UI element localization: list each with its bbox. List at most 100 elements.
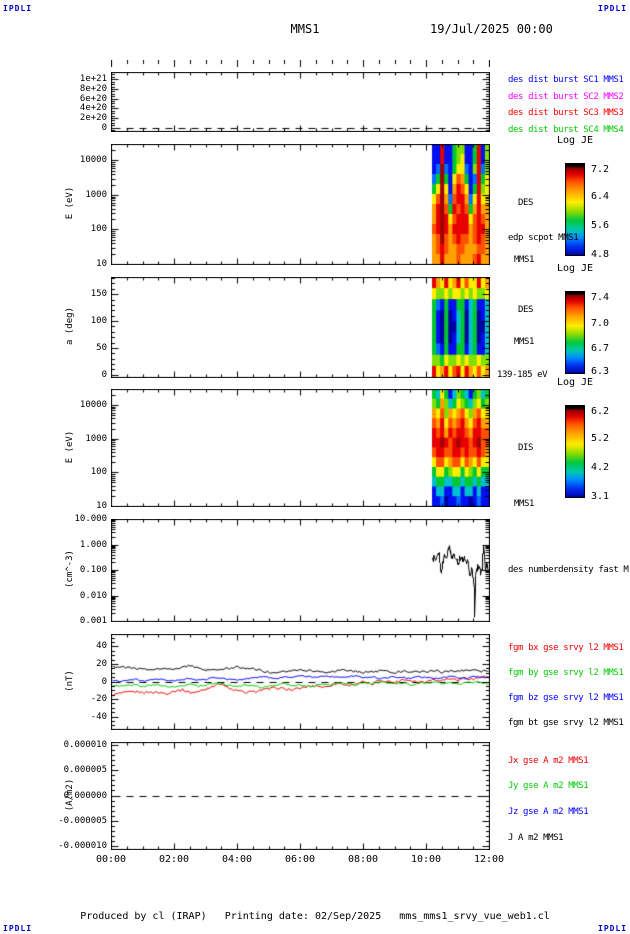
y-tick-label: -0.000005 (58, 816, 107, 826)
y-tick-label: -20 (90, 694, 107, 704)
y-tick-label: 1000 (85, 434, 107, 444)
y-tick-label: 0.000010 (63, 740, 107, 750)
y-tick-label: 10.000 (74, 514, 107, 524)
y-tick-label: 0.000000 (63, 791, 107, 801)
footer-produced: Produced by cl (IRAP) (80, 911, 207, 922)
y-tick-label: 10 (96, 259, 107, 269)
ipdli-logo-top-right: IPDLI (598, 4, 628, 13)
spacecraft-title: MMS1 (290, 22, 320, 36)
y-tick-label: 0.100 (79, 565, 107, 575)
y-tick-label: 20 (96, 659, 107, 669)
colorbar-tick-label: 7.2 (591, 163, 610, 175)
y-tick-label: 10 (96, 501, 107, 511)
series-label: MMS1 (514, 499, 535, 510)
series-label: DIS (518, 442, 534, 453)
y-axis-title: E (eV) (65, 430, 75, 463)
y-axis-title: (cm^-3) (65, 550, 75, 588)
panel-p5-plot (111, 519, 490, 622)
x-axis-tick-label: 04:00 (221, 854, 253, 865)
series-label: fgm bz gse srvy l2 MMS1 (508, 692, 624, 703)
y-tick-label: 0.000005 (63, 765, 107, 775)
y-tick-label: 100 (90, 467, 107, 477)
ipdli-logo-top-left: IPDLI (3, 4, 33, 13)
footer-filename: mms_mms1_srvy_vue_web1.cl (399, 911, 550, 922)
y-tick-label: -40 (90, 712, 107, 722)
colorbar-title: Log JE (556, 135, 594, 146)
series-label: Jx gse A m2 MMS1 (508, 755, 589, 766)
series-label: J A m2 MMS1 (508, 833, 564, 844)
y-tick-label: 0 (101, 123, 107, 133)
series-label: des dist burst SC1 MMS1 (508, 75, 624, 86)
colorbar-p2 (565, 163, 585, 256)
series-label: 139-185 eV (497, 370, 548, 380)
x-axis-tick-label: 00:00 (95, 854, 127, 865)
x-axis-tick-label: 12:00 (473, 854, 505, 865)
colorbar-tick-label: 5.6 (591, 220, 610, 232)
y-tick-label: -0.000010 (58, 841, 107, 851)
y-tick-label: 8e+20 (79, 84, 107, 94)
y-tick-label: 0.010 (79, 591, 107, 601)
y-tick-label: 6e+20 (79, 94, 107, 104)
y-tick-label: 10000 (79, 400, 107, 410)
y-axis-title: (A/m2) (65, 778, 75, 811)
panel-p3-plot (111, 277, 490, 378)
y-axis-title: a (deg) (65, 307, 75, 345)
panel-p1-plot (111, 72, 490, 132)
y-tick-label: 10000 (79, 155, 107, 165)
y-tick-label: 0.001 (79, 616, 107, 626)
y-axis-title: E (eV) (65, 186, 75, 220)
y-tick-label: 100 (90, 224, 107, 234)
series-label: DES (518, 197, 534, 208)
y-axis-title: (nT) (65, 669, 75, 692)
colorbar-title: Log JE (556, 263, 594, 274)
colorbar-tick-label: 6.2 (591, 405, 610, 417)
y-tick-label: 40 (96, 641, 107, 651)
series-label: Jy gse A m2 MMS1 (508, 780, 589, 791)
series-label: des dist burst SC2 MMS2 (508, 91, 624, 102)
colorbar-tick-label: 4.2 (591, 462, 610, 474)
colorbar-tick-label: 3.1 (591, 491, 610, 503)
x-axis-tick-label: 02:00 (158, 854, 190, 865)
colorbar-tick-label: 6.4 (591, 191, 610, 203)
colorbar-tick-label: 5.2 (591, 433, 610, 445)
y-tick-label: 0 (101, 370, 107, 380)
series-label: DES (518, 305, 534, 315)
colorbar-tick-label: 4.8 (591, 249, 610, 261)
series-label: edp scpot MMS1 (508, 232, 579, 243)
series-label: MMS1 (514, 255, 535, 266)
ipdli-logo-bottom-left: IPDLI (3, 924, 33, 933)
series-label: Jz gse A m2 MMS1 (508, 806, 589, 817)
footer-printing-date: Printing date: 02/Sep/2025 (224, 911, 382, 922)
panel-p4-plot (111, 389, 490, 507)
ipdli-logo-bottom-right: IPDLI (598, 924, 628, 933)
y-tick-label: 1000 (85, 190, 107, 200)
series-label: fgm bt gse srvy l2 MMS1 (508, 717, 624, 728)
panel-p7-plot (111, 742, 490, 850)
colorbar-p3 (565, 291, 585, 374)
series-label: MMS1 (514, 337, 535, 347)
series-label: fgm bx gse srvy l2 MMS1 (508, 642, 624, 653)
colorbar-tick-label: 6.7 (591, 343, 610, 355)
y-tick-label: 2e+20 (79, 113, 107, 123)
series-label: des dist burst SC3 MMS3 (508, 108, 624, 119)
panel-p6-plot (111, 634, 490, 730)
top-time-ruler (111, 60, 490, 68)
panel-p2-plot (111, 144, 490, 265)
y-tick-label: 50 (96, 343, 107, 353)
series-label: des numberdensity fast M (508, 565, 629, 575)
colorbar-tick-label: 7.4 (591, 291, 610, 303)
x-axis-tick-label: 08:00 (347, 854, 379, 865)
y-tick-label: 0 (101, 677, 107, 687)
footer: Produced by cl (IRAP) Printing date: 02/… (0, 911, 630, 922)
colorbar-title: Log JE (556, 377, 594, 388)
x-axis-tick-label: 10:00 (410, 854, 442, 865)
y-tick-label: 1e+21 (79, 74, 107, 84)
colorbar-tick-label: 7.0 (591, 318, 610, 330)
series-label: des dist burst SC4 MMS4 (508, 124, 624, 135)
y-tick-label: 1.000 (79, 540, 107, 550)
y-tick-label: 150 (90, 289, 107, 299)
colorbar-tick-label: 6.3 (591, 366, 610, 378)
date-label: 19/Jul/2025 00:00 (430, 22, 553, 36)
colorbar-p4 (565, 405, 585, 498)
